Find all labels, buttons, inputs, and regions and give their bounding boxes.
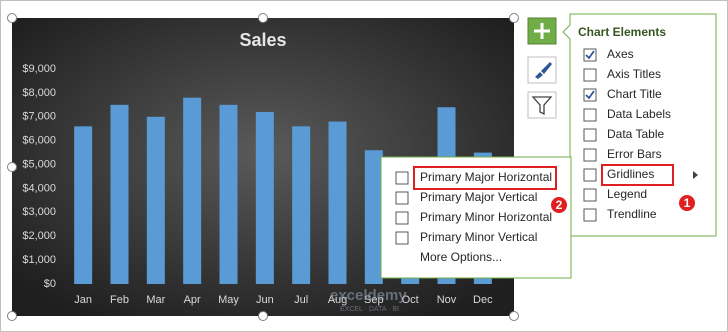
watermark-tagline: EXCEL · DATA · BI: [340, 306, 399, 313]
checkmark: [585, 90, 595, 100]
handle[interactable]: [509, 13, 519, 23]
callout-number: 1: [684, 196, 691, 210]
gridline-option[interactable]: Primary Major Horizontal: [420, 170, 552, 184]
y-tick-label: $9,000: [22, 63, 56, 75]
checkbox[interactable]: [395, 231, 409, 245]
y-tick-label: $2,000: [22, 230, 56, 242]
x-tick-label: Sep: [364, 294, 384, 306]
checkmark: [585, 50, 595, 60]
x-tick-label: May: [218, 294, 239, 306]
bar: [255, 112, 274, 284]
x-tick-label: Aug: [328, 294, 348, 306]
bar: [110, 104, 129, 284]
handle[interactable]: [7, 311, 17, 321]
x-tick-label: Feb: [110, 294, 129, 306]
checkbox[interactable]: [583, 168, 597, 182]
gridlines-submenu: [380, 156, 572, 279]
bar: [364, 150, 383, 284]
gridline-option[interactable]: Primary Major Vertical: [420, 190, 537, 204]
bar: [74, 126, 93, 284]
gridline-option[interactable]: Primary Minor Horizontal: [420, 210, 552, 224]
bar: [292, 126, 311, 284]
bar: [328, 121, 347, 284]
x-tick-label: Jul: [294, 294, 308, 306]
checkbox[interactable]: [583, 128, 597, 142]
checkbox[interactable]: [395, 171, 409, 185]
handle[interactable]: [509, 311, 519, 321]
gridline-option[interactable]: Primary Minor Vertical: [420, 230, 537, 244]
chart-element-label[interactable]: Data Labels: [607, 107, 671, 121]
panel-title: Chart Elements: [578, 25, 666, 39]
x-tick-label: Jan: [74, 294, 92, 306]
callout-number: 2: [556, 198, 563, 212]
checkbox[interactable]: [583, 188, 597, 202]
handle[interactable]: [7, 13, 17, 23]
x-tick-label: Dec: [473, 294, 493, 306]
highlight-box: [413, 166, 557, 190]
y-tick-label: $3,000: [22, 206, 56, 218]
handle[interactable]: [7, 162, 17, 172]
handle[interactable]: [258, 13, 268, 23]
checkbox[interactable]: [583, 108, 597, 122]
x-tick-label: Jun: [256, 294, 274, 306]
y-tick-label: $8,000: [22, 87, 56, 99]
bar: [183, 97, 202, 285]
brush-icon: [535, 62, 552, 79]
y-tick-label: $6,000: [22, 135, 56, 147]
bar: [146, 116, 165, 285]
callout-badge: [679, 195, 695, 211]
y-tick-label: $7,000: [22, 111, 56, 123]
chart-title: Sales: [239, 30, 286, 50]
highlight-box: [601, 164, 674, 186]
y-tick-label: $1,000: [22, 254, 56, 266]
checkbox[interactable]: [583, 208, 597, 222]
chart-element-label[interactable]: Data Table: [607, 127, 664, 141]
x-tick-label: Mar: [146, 294, 165, 306]
x-tick-label: Oct: [402, 294, 419, 306]
watermark-brand: exceldemy: [330, 287, 407, 304]
chart-element-label[interactable]: Axis Titles: [607, 67, 661, 81]
x-tick-label: Nov: [437, 294, 457, 306]
checkbox[interactable]: [583, 48, 597, 62]
chart-element-label[interactable]: Trendline: [607, 207, 657, 221]
chart-element-label[interactable]: Axes: [607, 47, 634, 61]
x-tick-label: Apr: [184, 294, 201, 306]
chart-element-label[interactable]: Error Bars: [607, 147, 662, 161]
checkbox[interactable]: [395, 211, 409, 225]
chart-element-label[interactable]: Legend: [607, 187, 647, 201]
y-tick-label: $4,000: [22, 182, 56, 194]
chart-element-label[interactable]: Chart Title: [607, 87, 662, 101]
submenu-arrow: [693, 171, 698, 179]
more-options[interactable]: More Options...: [420, 250, 502, 264]
y-tick-label: $0: [44, 278, 56, 290]
chart-element-label[interactable]: Gridlines: [607, 167, 654, 181]
handle[interactable]: [258, 311, 268, 321]
bar: [219, 104, 238, 284]
callout-badge: [551, 197, 567, 213]
filter-icon: [531, 96, 553, 116]
checkbox[interactable]: [395, 191, 409, 205]
checkbox[interactable]: [583, 68, 597, 82]
y-tick-label: $5,000: [22, 158, 56, 170]
checkbox[interactable]: [583, 148, 597, 162]
checkbox[interactable]: [583, 88, 597, 102]
plus-icon: [534, 23, 550, 39]
